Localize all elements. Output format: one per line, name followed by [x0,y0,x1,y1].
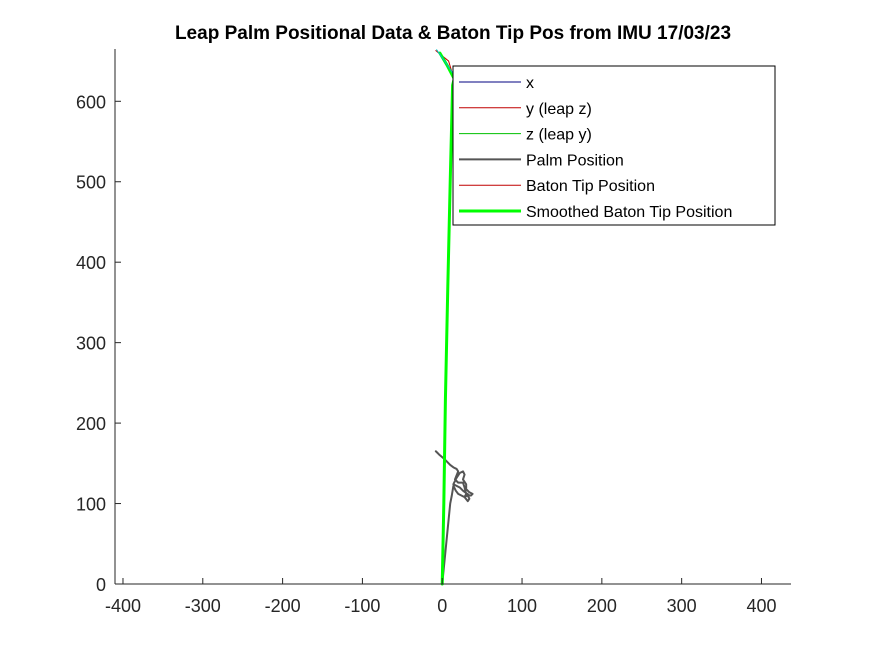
x-tick-label: 100 [507,596,537,616]
plot-area: -400 -300 -200 -100 0 100 200 300 400 0 100 200 300 4… [76,49,791,616]
y-tick-label: 500 [76,173,106,193]
series-layer [434,49,474,586]
chart-title: Leap Palm Positional Data & Baton Tip Po… [175,23,731,44]
legend-label: Baton Tip Position [526,178,655,195]
legend-label: z (leap y) [526,127,592,144]
y-tick-label: 0 [96,575,106,595]
x-tick-label: 400 [746,596,776,616]
legend-items: x y (leap z) z (leap y) Palm Position Baton … [459,75,732,221]
legend-box [452,65,776,226]
x-tick-label: -300 [185,596,221,616]
series-line-smoothed-baton-tip-position [438,51,456,586]
series-line-unnamed-6 [436,49,454,75]
x-tick-label: 200 [587,596,617,616]
legend: x y (leap z) z (leap y) Palm Position Baton … [452,65,776,226]
series-line-palm-position [434,450,474,585]
x-tick-label: -200 [265,596,301,616]
axes-layer: -400 -300 -200 -100 0 100 200 300 400 0 100 200 300 4… [76,49,791,616]
legend-label: x [526,75,534,92]
y-tick-label: 100 [76,495,106,515]
x-tick-label: -400 [105,596,141,616]
y-tick-label: 600 [76,92,106,112]
y-tick-label: 300 [76,334,106,354]
x-tick-label: 300 [667,596,697,616]
x-tick-label: -100 [344,596,380,616]
x-tick-label: 0 [437,596,447,616]
legend-label: y (leap z) [526,101,592,118]
y-tick-label: 200 [76,414,106,434]
y-tick-label: 400 [76,253,106,273]
legend-label: Smoothed Baton Tip Position [526,204,732,221]
legend-label: Palm Position [526,152,624,169]
